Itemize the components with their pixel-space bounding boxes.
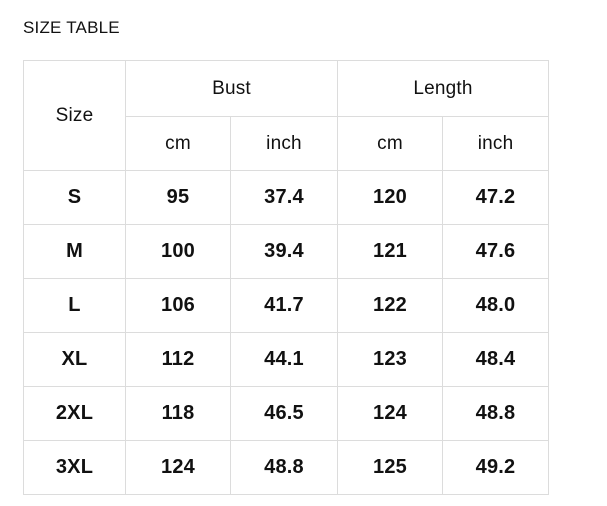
table-header: Size Bust Length cm inch cm inch <box>23 60 550 171</box>
cell-length-cm: 125 <box>337 440 444 495</box>
cell-size: L <box>23 278 126 333</box>
cell-size: M <box>23 224 126 279</box>
cell-length-inch: 48.0 <box>442 278 550 333</box>
cell-bust-cm: 95 <box>125 170 231 225</box>
cell-size: XL <box>23 332 126 387</box>
cell-length-inch: 47.6 <box>442 224 550 279</box>
header-cell-bust-cm: cm <box>125 116 231 171</box>
table-row: 3XL 124 48.8 125 49.2 <box>23 440 550 495</box>
cell-length-inch: 48.8 <box>442 386 550 441</box>
header-cell-bust: Bust <box>124 60 339 117</box>
table-body: S 95 37.4 120 47.2 M 100 39.4 121 47.6 L… <box>23 170 550 495</box>
cell-length-inch: 47.2 <box>442 170 550 225</box>
table-row: S 95 37.4 120 47.2 <box>23 170 550 225</box>
cell-bust-inch: 44.1 <box>229 332 339 387</box>
table-row: M 100 39.4 121 47.6 <box>23 224 550 279</box>
cell-size: 3XL <box>23 440 126 495</box>
header-group-row: Size Bust Length <box>23 60 550 171</box>
header-cell-size: Size <box>23 60 126 171</box>
cell-size: S <box>23 170 126 225</box>
header-unit-row: cm inch cm inch <box>24 116 550 171</box>
cell-bust-cm: 118 <box>125 386 231 441</box>
table-row: L 106 41.7 122 48.0 <box>23 278 550 333</box>
cell-bust-inch: 41.7 <box>229 278 339 333</box>
cell-length-inch: 48.4 <box>442 332 550 387</box>
table-row: 2XL 118 46.5 124 48.8 <box>23 386 550 441</box>
header-cell-length: Length <box>337 60 550 117</box>
cell-bust-inch: 48.8 <box>229 440 339 495</box>
cell-bust-inch: 39.4 <box>229 224 339 279</box>
cell-length-cm: 120 <box>337 170 444 225</box>
header-cell-length-inch: inch <box>442 116 550 171</box>
cell-length-cm: 121 <box>337 224 444 279</box>
cell-bust-cm: 124 <box>125 440 231 495</box>
header-cell-bust-inch: inch <box>229 116 339 171</box>
cell-size: 2XL <box>23 386 126 441</box>
size-table-container: Size Bust Length cm inch cm inch S 95 37… <box>23 60 550 495</box>
cell-bust-cm: 106 <box>125 278 231 333</box>
header-cell-length-cm: cm <box>337 116 444 171</box>
cell-length-inch: 49.2 <box>442 440 550 495</box>
cell-bust-inch: 37.4 <box>229 170 339 225</box>
size-table: Size Bust Length cm inch cm inch S 95 37… <box>23 60 550 495</box>
cell-length-cm: 124 <box>337 386 444 441</box>
cell-length-cm: 123 <box>337 332 444 387</box>
table-row: XL 112 44.1 123 48.4 <box>23 332 550 387</box>
cell-length-cm: 122 <box>337 278 444 333</box>
cell-bust-cm: 112 <box>125 332 231 387</box>
cell-bust-inch: 46.5 <box>229 386 339 441</box>
page-title: SIZE TABLE <box>23 18 120 37</box>
cell-bust-cm: 100 <box>125 224 231 279</box>
